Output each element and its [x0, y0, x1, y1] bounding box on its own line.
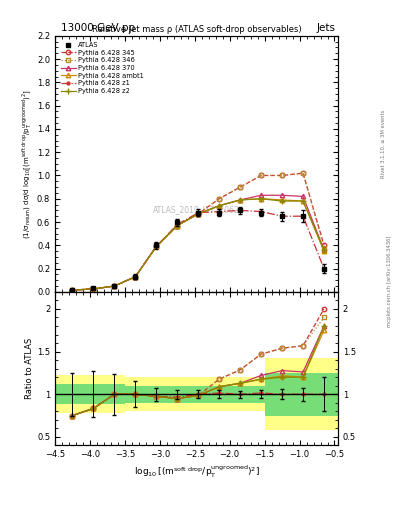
Text: mcplots.cern.ch [arXiv:1306.3436]: mcplots.cern.ch [arXiv:1306.3436]: [387, 236, 391, 327]
Title: Relative jet mass ρ (ATLAS soft-drop observables): Relative jet mass ρ (ATLAS soft-drop obs…: [92, 25, 301, 34]
Text: 13000 GeV pp: 13000 GeV pp: [61, 23, 135, 33]
Text: Rivet 3.1.10, ≥ 3M events: Rivet 3.1.10, ≥ 3M events: [381, 109, 386, 178]
Y-axis label: Ratio to ATLAS: Ratio to ATLAS: [25, 338, 34, 399]
Legend: ATLAS, Pythia 6.428 345, Pythia 6.428 346, Pythia 6.428 370, Pythia 6.428 ambt1,: ATLAS, Pythia 6.428 345, Pythia 6.428 34…: [58, 39, 147, 96]
Text: Jets: Jets: [317, 23, 336, 33]
X-axis label: $\log_{10}$[(m$^{\mathrm{soft\ drop}}$/p$_{\mathrm{T}}^{\mathrm{ungroomed}}$)$^{: $\log_{10}$[(m$^{\mathrm{soft\ drop}}$/p…: [134, 463, 259, 480]
Text: ATLAS_2019_I1772062: ATLAS_2019_I1772062: [153, 205, 240, 215]
Y-axis label: (1/σ$_{\mathrm{resum}}$) dσ/d log$_{10}$[(m$^{\mathrm{soft\ drop}}$/p$_{\mathrm{: (1/σ$_{\mathrm{resum}}$) dσ/d log$_{10}$…: [20, 89, 34, 239]
